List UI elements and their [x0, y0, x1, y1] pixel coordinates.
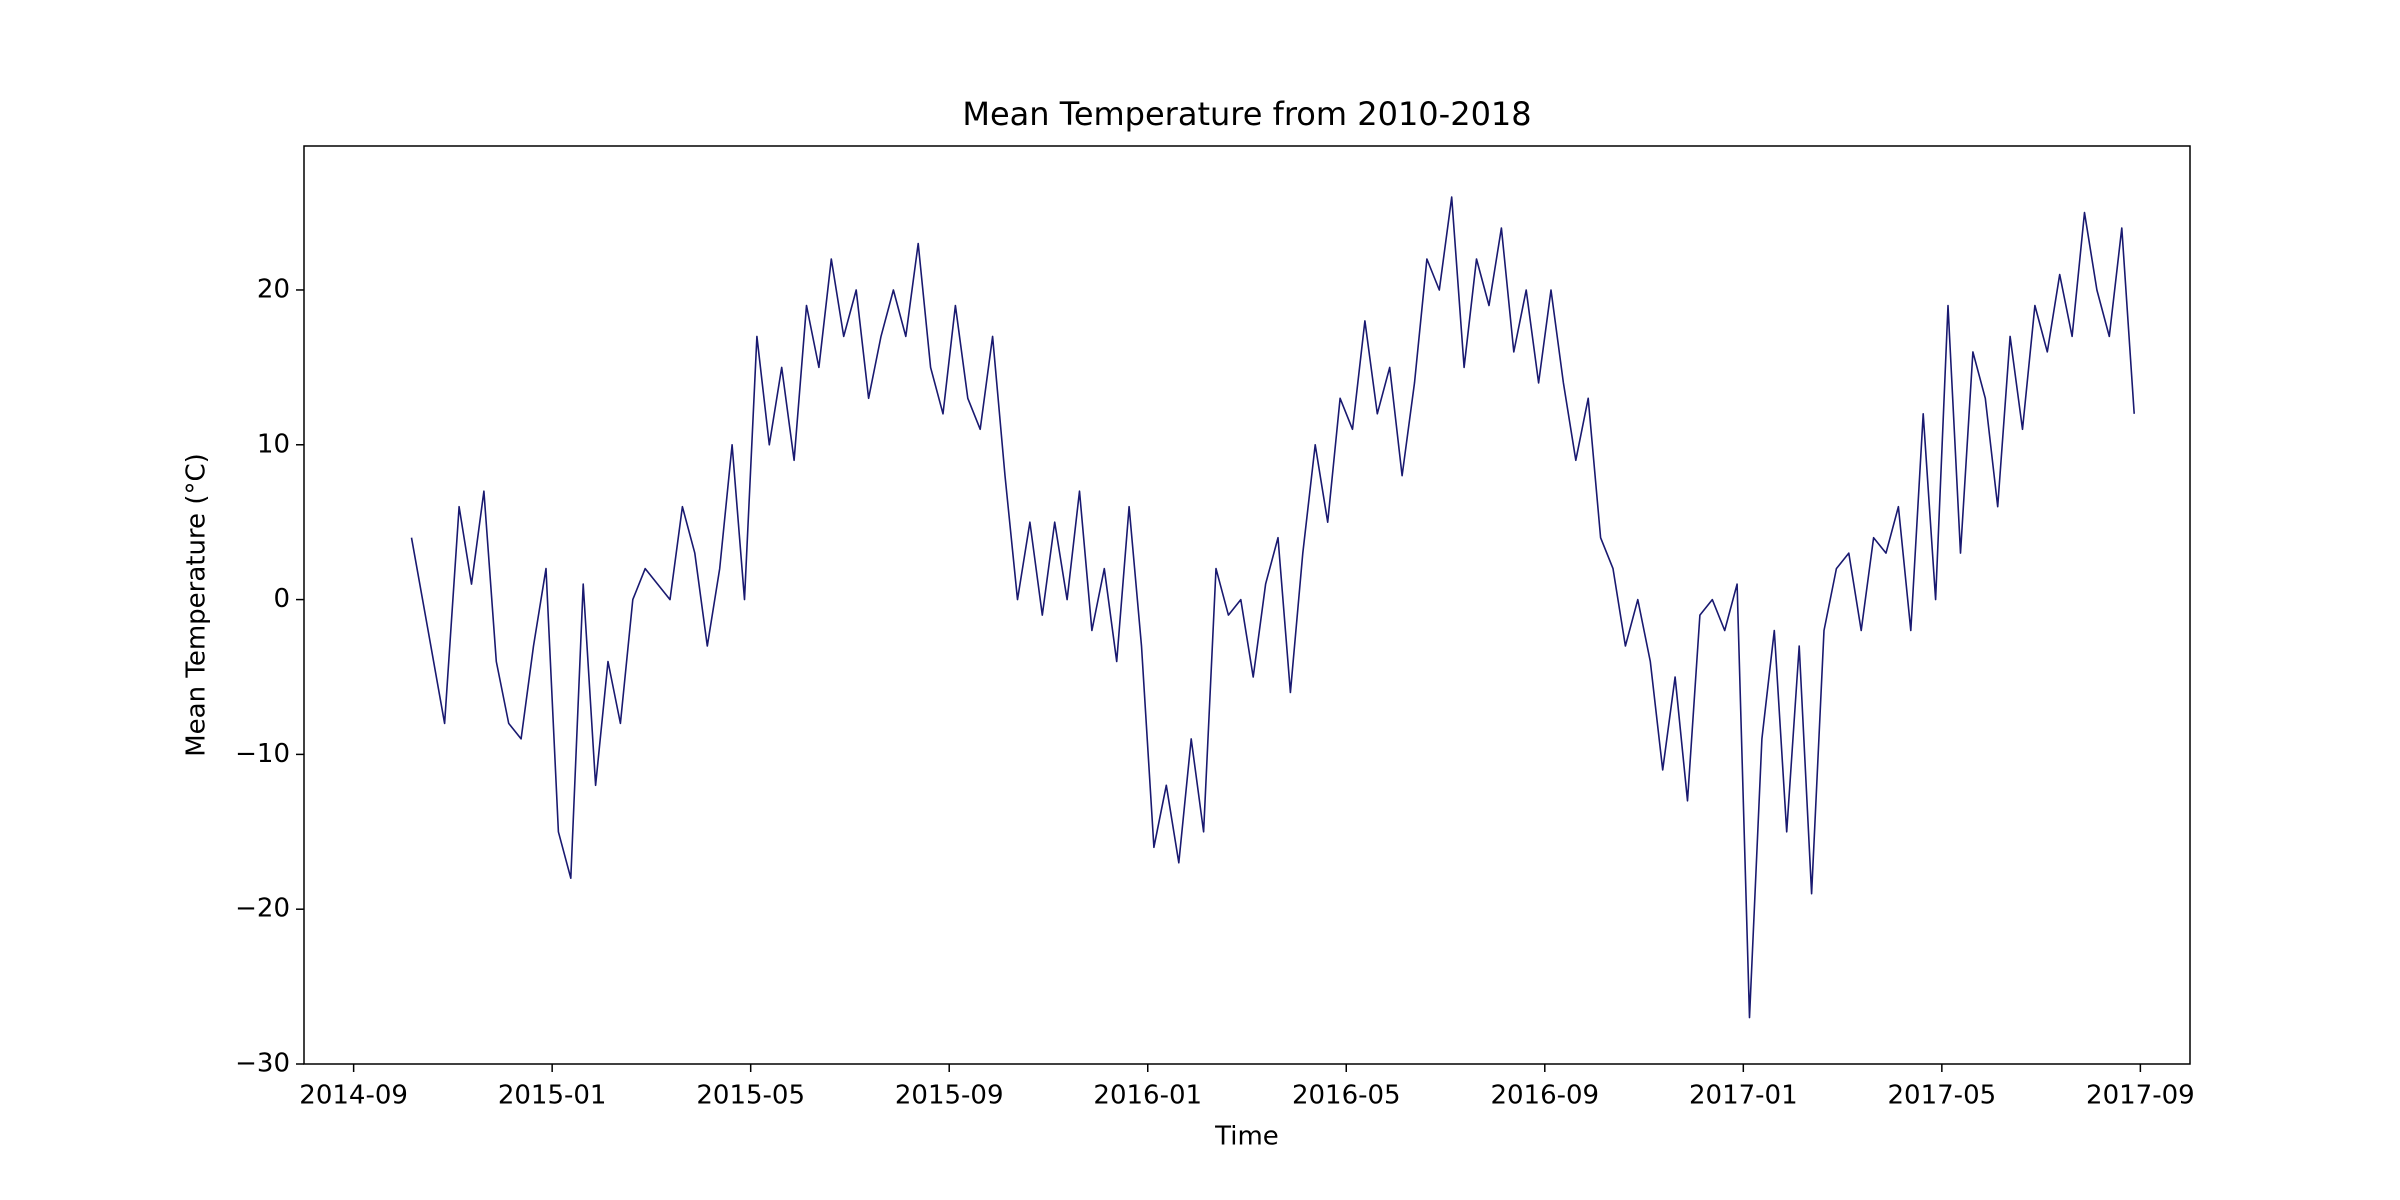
temperature-line [410, 196, 2135, 1019]
x-tick-label: 2015-01 [498, 1081, 607, 1111]
x-tick-label: 2014-09 [299, 1081, 408, 1111]
y-axis-label: Mean Temperature (°C) [182, 453, 212, 757]
x-axis-label: Time [1214, 1122, 1279, 1152]
x-tick-label: 2016-01 [1093, 1081, 1202, 1111]
y-tick-label: 20 [257, 274, 290, 304]
x-tick-label: 2017-09 [2086, 1081, 2195, 1111]
y-tick-label: 10 [257, 429, 290, 459]
plot-frame [303, 145, 2191, 1065]
y-tick-label: −20 [235, 894, 290, 924]
chart-title: Mean Temperature from 2010-2018 [962, 95, 1531, 133]
x-tick-label: 2016-05 [1292, 1081, 1401, 1111]
y-tick-label: 0 [273, 584, 290, 614]
x-tick-label: 2017-05 [1888, 1081, 1997, 1111]
y-tick-label: −30 [235, 1049, 290, 1079]
x-tick-label: 2016-09 [1490, 1081, 1599, 1111]
x-tick-label: 2015-05 [696, 1081, 805, 1111]
y-tick-label: −10 [235, 739, 290, 769]
x-tick-label: 2015-09 [895, 1081, 1004, 1111]
x-tick-label: 2017-01 [1689, 1081, 1798, 1111]
